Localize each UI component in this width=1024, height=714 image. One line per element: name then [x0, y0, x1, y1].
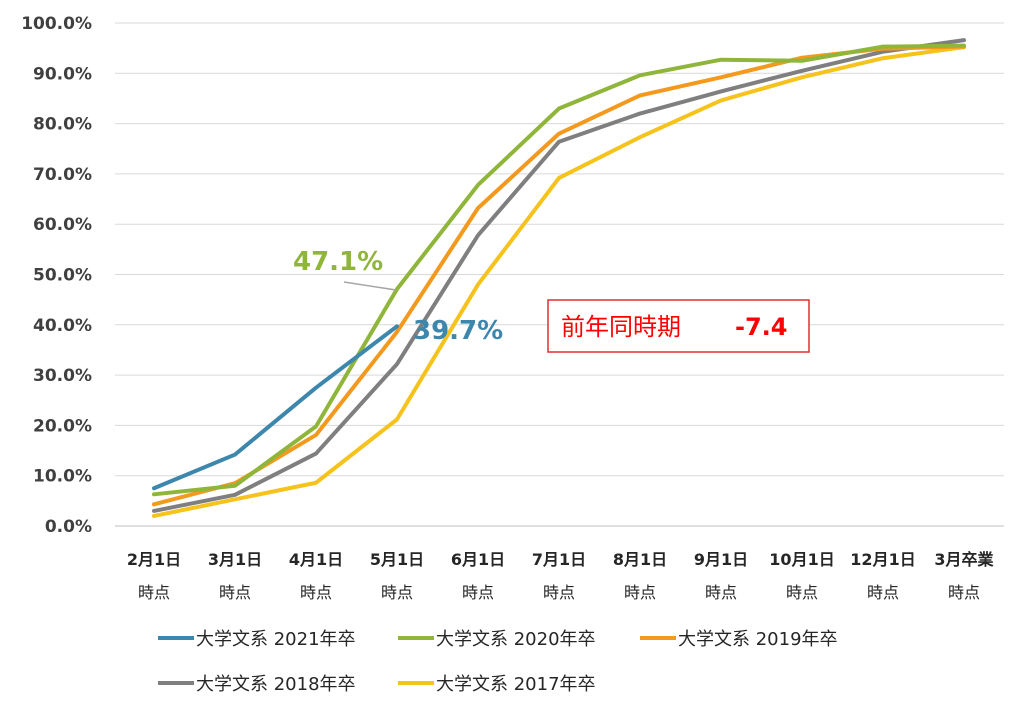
comparison-box	[547, 299, 810, 353]
x-tick-sublabel: 時点	[705, 583, 737, 602]
y-tick-label: 40.0%	[33, 316, 92, 336]
y-tick-label: 60.0%	[33, 215, 92, 235]
y-tick-label: 30.0%	[33, 366, 92, 386]
y-axis-ticks: 0.0% 10.0% 20.0% 30.0% 40.0% 50.0% 60.0% 70.0% 8…	[21, 14, 92, 537]
x-tick-label: 4月1日	[289, 550, 343, 569]
legend-label: 大学文系 2018年卒	[196, 674, 356, 695]
legend-label: 大学文系 2019年卒	[678, 629, 838, 650]
legend-label: 大学文系 2020年卒	[436, 629, 596, 650]
series-line-0	[152, 324, 399, 491]
y-tick-label: 70.0%	[33, 165, 92, 185]
annotation-leader-line	[343, 281, 397, 291]
x-tick-sublabel: 時点	[786, 583, 818, 602]
y-tick-label: 20.0%	[33, 416, 92, 436]
x-tick-sublabel: 時点	[948, 583, 980, 602]
series-lines	[152, 38, 966, 518]
legend-label: 大学文系 2021年卒	[196, 629, 356, 650]
y-tick-label: 10.0%	[33, 467, 92, 487]
x-tick-label: 9月1日	[694, 550, 748, 569]
comparison-box-label: 前年同時期	[561, 313, 681, 341]
x-tick-sublabel: 時点	[867, 583, 899, 602]
x-tick-sublabel: 時点	[624, 583, 656, 602]
x-tick-label: 5月1日	[370, 550, 424, 569]
gridlines	[115, 22, 1004, 527]
series-line-2	[152, 44, 966, 507]
series-line-3	[152, 38, 966, 513]
x-tick-label: 3月卒業	[934, 550, 994, 569]
y-tick-label: 80.0%	[33, 115, 92, 135]
x-tick-label: 7月1日	[532, 550, 586, 569]
x-tick-label: 2月1日	[127, 550, 181, 569]
comparison-box-value: -7.4	[735, 313, 787, 341]
annotation-2021-may: 39.7%	[413, 316, 503, 346]
legend-label: 大学文系 2017年卒	[436, 674, 596, 695]
x-tick-sublabel: 時点	[543, 583, 575, 602]
x-tick-label: 12月1日	[850, 550, 915, 569]
series-line-1	[152, 43, 966, 497]
series-line-4	[152, 45, 966, 518]
annotations: 47.1% 39.7% 前年同時期 -7.4	[293, 247, 810, 353]
x-tick-label: 6月1日	[451, 550, 505, 569]
x-tick-sublabel: 時点	[219, 583, 251, 602]
y-tick-label: 100.0%	[21, 14, 92, 34]
annotation-2020-may: 47.1%	[293, 247, 383, 277]
x-tick-sublabel: 時点	[462, 583, 494, 602]
x-tick-label: 3月1日	[208, 550, 262, 569]
y-tick-label: 90.0%	[33, 64, 92, 84]
x-tick-sublabel: 時点	[300, 583, 332, 602]
y-tick-label: 50.0%	[33, 266, 92, 286]
x-tick-label: 10月1日	[769, 550, 834, 569]
x-tick-label: 8月1日	[613, 550, 667, 569]
x-tick-sublabel: 時点	[138, 583, 170, 602]
y-tick-label: 0.0%	[45, 517, 92, 537]
x-tick-sublabel: 時点	[381, 583, 413, 602]
